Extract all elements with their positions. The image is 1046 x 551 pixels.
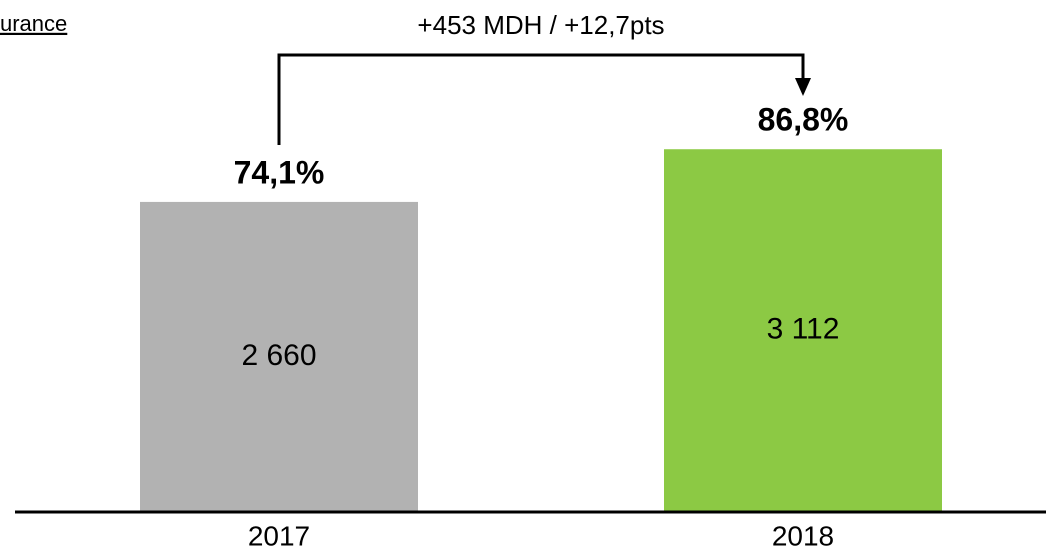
value-label: 3 112 [767, 313, 840, 346]
value-label: 2 660 [241, 339, 316, 372]
bar [664, 149, 942, 512]
arrow-head [795, 78, 811, 96]
bar [140, 201, 418, 513]
annotation: +453 MDH / +12,7pts [417, 10, 664, 40]
rate-label: 86,8% [758, 102, 849, 138]
corner-label: urance [0, 11, 67, 36]
bracket [277, 53, 805, 145]
x-tick-label: 2017 [248, 520, 310, 551]
x-tick-label: 2018 [772, 520, 834, 551]
rate-label: 74,1% [234, 154, 325, 190]
